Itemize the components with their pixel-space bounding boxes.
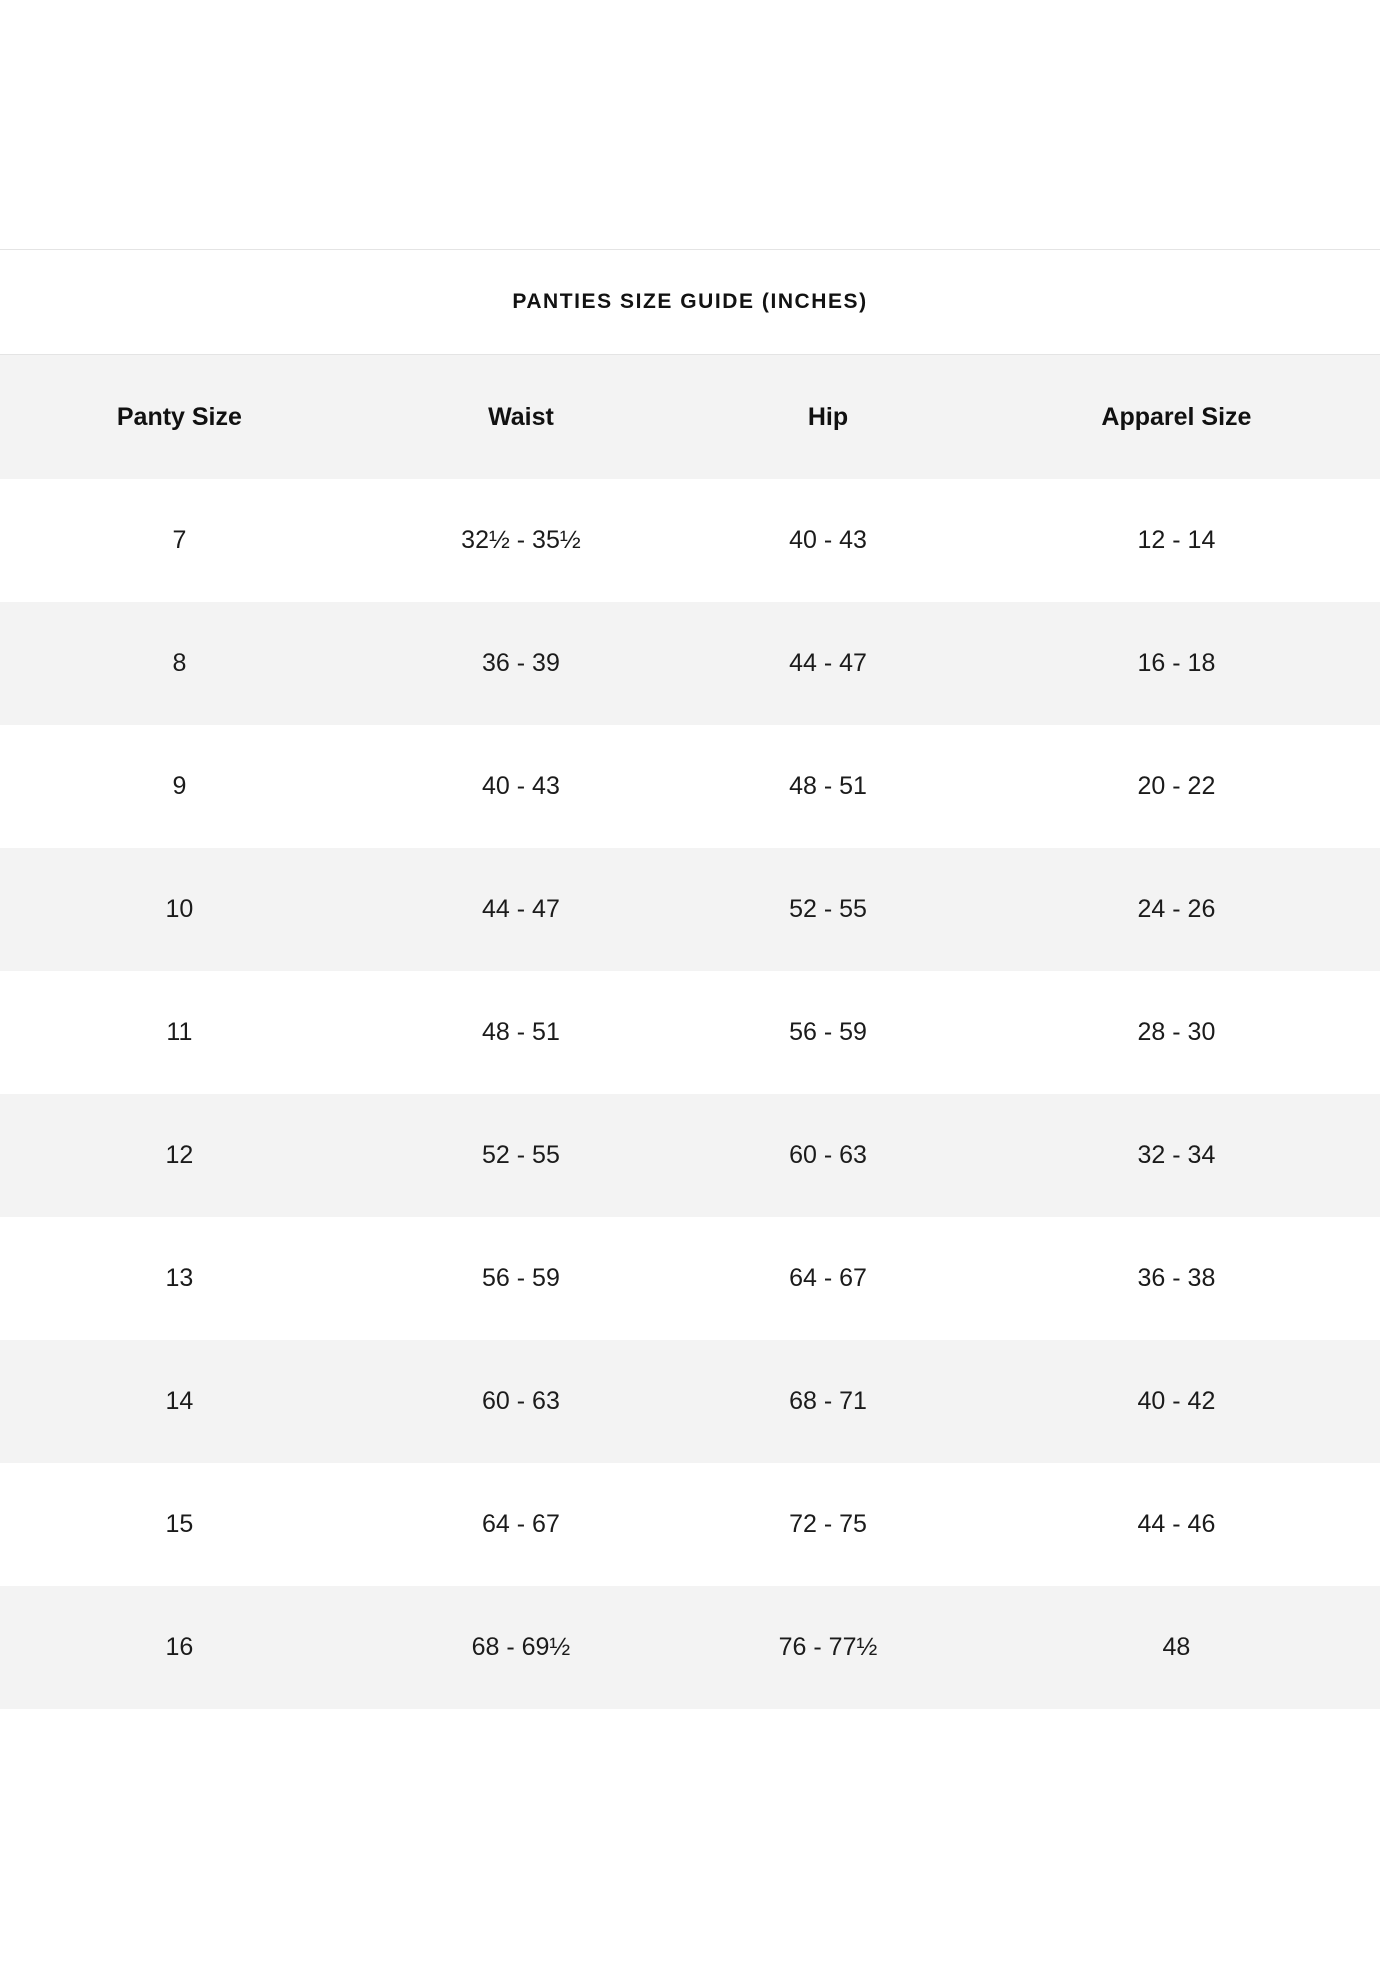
cell-waist: 52 - 55: [358, 1094, 684, 1217]
cell-apparel-size: 32 - 34: [972, 1094, 1380, 1217]
column-header-hip: Hip: [683, 354, 973, 479]
table-row: 12 52 - 55 60 - 63 32 - 34: [0, 1094, 1380, 1217]
cell-apparel-size: 12 - 14: [972, 479, 1380, 602]
cell-apparel-size: 16 - 18: [972, 602, 1380, 725]
cell-waist: 60 - 63: [358, 1340, 684, 1463]
cell-hip: 48 - 51: [683, 725, 973, 848]
cell-waist: 48 - 51: [358, 971, 684, 1094]
cell-panty-size: 9: [0, 725, 359, 848]
cell-panty-size: 16: [0, 1586, 359, 1709]
cell-waist: 36 - 39: [358, 602, 684, 725]
cell-panty-size: 12: [0, 1094, 359, 1217]
cell-waist: 68 - 69½: [358, 1586, 684, 1709]
cell-waist: 56 - 59: [358, 1217, 684, 1340]
cell-hip: 68 - 71: [683, 1340, 973, 1463]
table-title-row: PANTIES SIZE GUIDE (INCHES): [0, 249, 1380, 355]
cell-hip: 52 - 55: [683, 848, 973, 971]
table-row: 14 60 - 63 68 - 71 40 - 42: [0, 1340, 1380, 1463]
cell-apparel-size: 40 - 42: [972, 1340, 1380, 1463]
table-row: 10 44 - 47 52 - 55 24 - 26: [0, 848, 1380, 971]
table-header-row: Panty Size Waist Hip Apparel Size: [0, 354, 1380, 479]
panties-size-guide-table: PANTIES SIZE GUIDE (INCHES) Panty Size W…: [0, 249, 1380, 1709]
column-header-waist: Waist: [358, 354, 684, 479]
cell-panty-size: 10: [0, 848, 359, 971]
cell-apparel-size: 36 - 38: [972, 1217, 1380, 1340]
cell-apparel-size: 28 - 30: [972, 971, 1380, 1094]
cell-panty-size: 13: [0, 1217, 359, 1340]
cell-panty-size: 14: [0, 1340, 359, 1463]
cell-waist: 40 - 43: [358, 725, 684, 848]
cell-hip: 72 - 75: [683, 1463, 973, 1586]
cell-hip: 44 - 47: [683, 602, 973, 725]
column-header-panty-size: Panty Size: [0, 354, 359, 479]
cell-hip: 76 - 77½: [683, 1586, 973, 1709]
cell-panty-size: 15: [0, 1463, 359, 1586]
cell-hip: 56 - 59: [683, 971, 973, 1094]
cell-apparel-size: 48: [972, 1586, 1380, 1709]
top-spacer: [0, 0, 1380, 249]
table-title-cell: PANTIES SIZE GUIDE (INCHES): [0, 249, 1380, 355]
cell-hip: 40 - 43: [683, 479, 973, 602]
cell-panty-size: 7: [0, 479, 359, 602]
table-row: 8 36 - 39 44 - 47 16 - 18: [0, 602, 1380, 725]
cell-waist: 32½ - 35½: [358, 479, 684, 602]
table-row: 11 48 - 51 56 - 59 28 - 30: [0, 971, 1380, 1094]
column-header-apparel-size: Apparel Size: [972, 354, 1380, 479]
cell-apparel-size: 20 - 22: [972, 725, 1380, 848]
table-row: 13 56 - 59 64 - 67 36 - 38: [0, 1217, 1380, 1340]
cell-panty-size: 8: [0, 602, 359, 725]
cell-hip: 64 - 67: [683, 1217, 973, 1340]
cell-apparel-size: 44 - 46: [972, 1463, 1380, 1586]
cell-waist: 64 - 67: [358, 1463, 684, 1586]
cell-panty-size: 11: [0, 971, 359, 1094]
table-row: 7 32½ - 35½ 40 - 43 12 - 14: [0, 479, 1380, 602]
page-title: PANTIES SIZE GUIDE (INCHES): [512, 290, 868, 314]
table-row: 16 68 - 69½ 76 - 77½ 48: [0, 1586, 1380, 1709]
cell-apparel-size: 24 - 26: [972, 848, 1380, 971]
table-row: 9 40 - 43 48 - 51 20 - 22: [0, 725, 1380, 848]
cell-hip: 60 - 63: [683, 1094, 973, 1217]
cell-waist: 44 - 47: [358, 848, 684, 971]
table-row: 15 64 - 67 72 - 75 44 - 46: [0, 1463, 1380, 1586]
